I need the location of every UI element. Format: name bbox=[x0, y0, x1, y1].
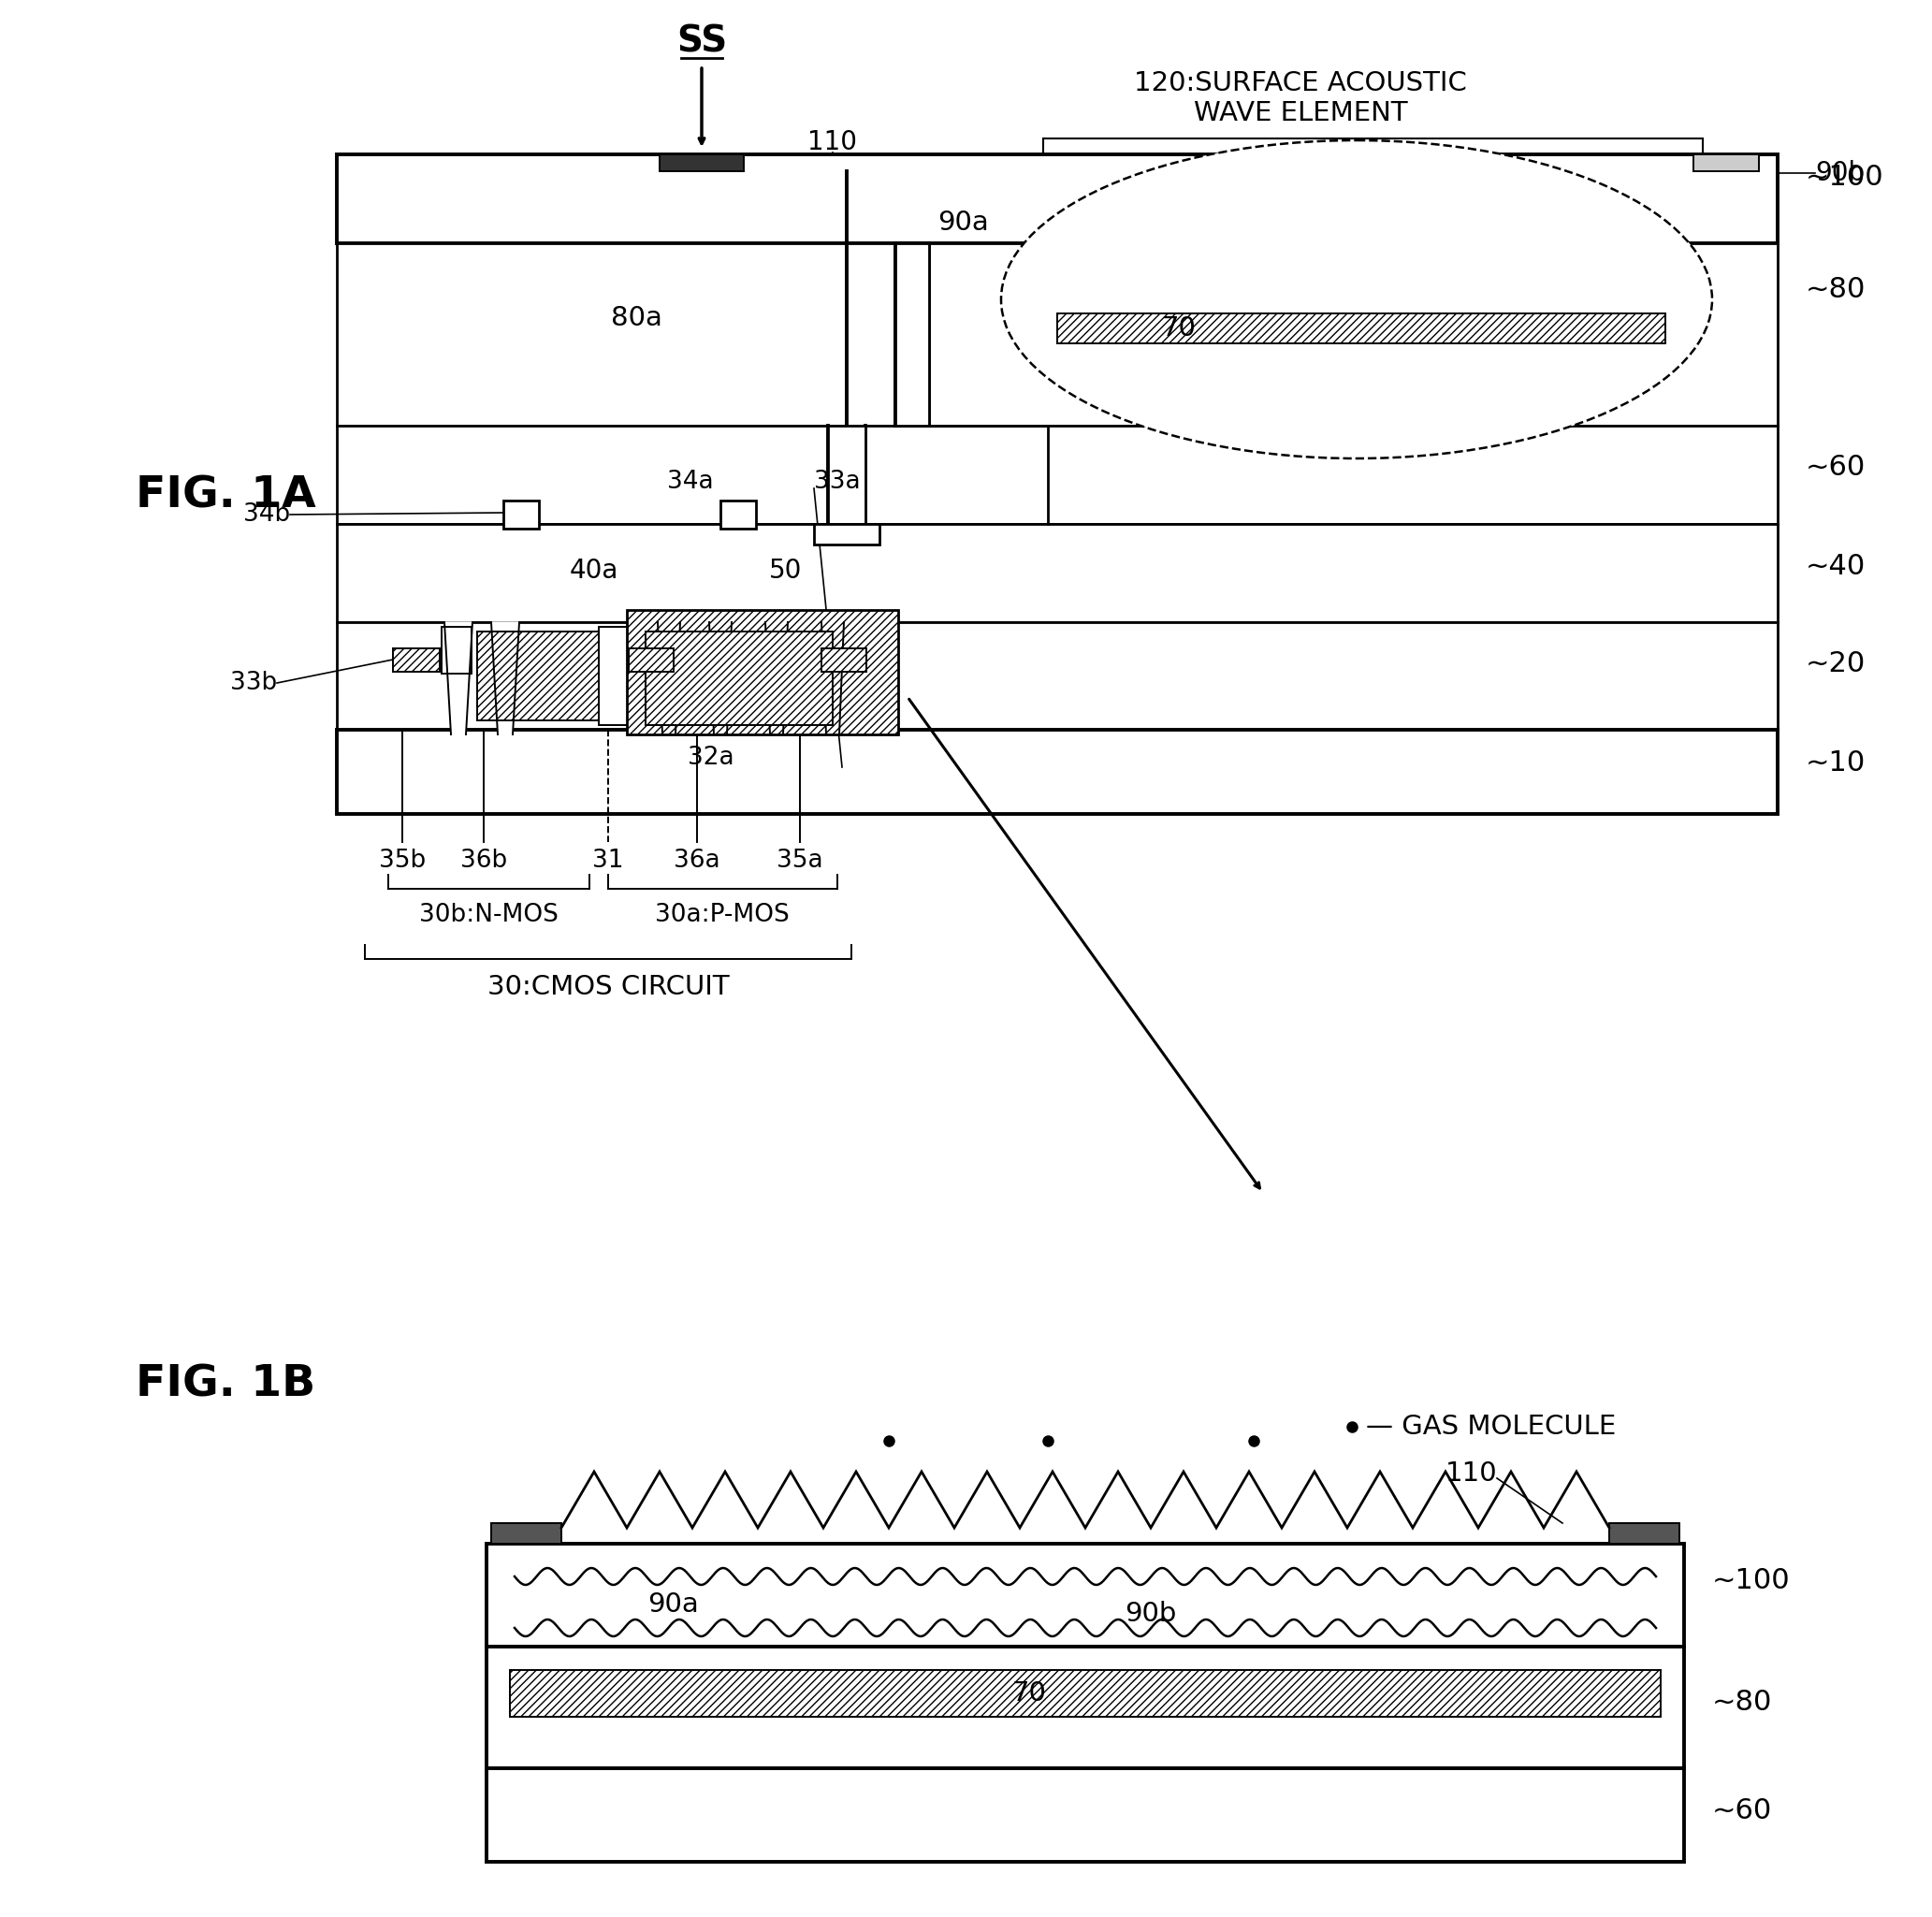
Text: 80a: 80a bbox=[611, 305, 663, 332]
Text: 110: 110 bbox=[1445, 1461, 1497, 1488]
Text: ~20: ~20 bbox=[1806, 650, 1866, 679]
Text: 70: 70 bbox=[1161, 314, 1196, 341]
Bar bbox=[829, 426, 866, 523]
Ellipse shape bbox=[1001, 140, 1712, 458]
Text: 70: 70 bbox=[1012, 1681, 1047, 1706]
Text: 90a: 90a bbox=[939, 209, 989, 236]
Bar bbox=[336, 623, 1777, 730]
Bar bbox=[645, 631, 833, 725]
Text: ~80: ~80 bbox=[1806, 276, 1866, 303]
Text: 30:CMOS CIRCUIT: 30:CMOS CIRCUIT bbox=[487, 974, 728, 1001]
Polygon shape bbox=[444, 623, 473, 734]
Polygon shape bbox=[491, 623, 520, 734]
Text: 34b: 34b bbox=[243, 502, 290, 527]
Bar bbox=[599, 627, 641, 725]
Bar bbox=[510, 1670, 1662, 1718]
Text: 34a: 34a bbox=[667, 470, 713, 495]
Polygon shape bbox=[765, 623, 788, 734]
Bar bbox=[721, 500, 755, 529]
Bar bbox=[1694, 155, 1758, 171]
Bar bbox=[487, 1767, 1685, 1861]
Text: 32a: 32a bbox=[688, 746, 734, 771]
Text: ~60: ~60 bbox=[1712, 1796, 1772, 1823]
Bar bbox=[1057, 312, 1665, 343]
Text: ~10: ~10 bbox=[1806, 750, 1866, 776]
Text: 35a: 35a bbox=[777, 849, 823, 872]
Text: 36b: 36b bbox=[460, 849, 508, 872]
Bar bbox=[442, 627, 471, 673]
Text: ~40: ~40 bbox=[1806, 552, 1866, 579]
Polygon shape bbox=[657, 623, 680, 734]
Bar bbox=[336, 243, 1777, 426]
Text: 30b:N-MOS: 30b:N-MOS bbox=[419, 903, 558, 928]
Text: — GAS MOLECULE: — GAS MOLECULE bbox=[1366, 1413, 1615, 1440]
Text: ~80: ~80 bbox=[1712, 1689, 1772, 1716]
Bar bbox=[813, 523, 879, 544]
Text: SS: SS bbox=[676, 25, 726, 59]
Text: 36a: 36a bbox=[674, 849, 721, 872]
Text: 90b: 90b bbox=[1814, 159, 1864, 186]
Bar bbox=[487, 1543, 1685, 1647]
Text: ~100: ~100 bbox=[1806, 165, 1884, 192]
Bar bbox=[336, 730, 1777, 815]
Bar bbox=[659, 155, 744, 171]
Polygon shape bbox=[821, 623, 844, 734]
Bar bbox=[336, 523, 1777, 623]
Bar bbox=[1609, 1524, 1679, 1543]
Text: 40a: 40a bbox=[570, 558, 618, 585]
Text: 30a:P-MOS: 30a:P-MOS bbox=[655, 903, 790, 928]
Text: 110: 110 bbox=[808, 128, 858, 155]
Bar bbox=[628, 648, 674, 671]
Bar bbox=[336, 426, 1777, 523]
Text: 35b: 35b bbox=[379, 849, 425, 872]
Bar bbox=[477, 631, 599, 721]
Bar bbox=[392, 648, 440, 671]
Bar bbox=[336, 155, 1777, 243]
Text: 90b: 90b bbox=[1124, 1601, 1177, 1628]
Bar bbox=[626, 610, 898, 734]
Text: 33b: 33b bbox=[230, 671, 276, 696]
Text: 120:SURFACE ACOUSTIC
WAVE ELEMENT: 120:SURFACE ACOUSTIC WAVE ELEMENT bbox=[1134, 71, 1466, 127]
Text: FIG. 1B: FIG. 1B bbox=[135, 1363, 315, 1405]
Text: ~60: ~60 bbox=[1806, 454, 1866, 481]
Text: 33a: 33a bbox=[813, 470, 860, 495]
Text: FIG. 1A: FIG. 1A bbox=[135, 475, 317, 518]
Bar bbox=[504, 500, 539, 529]
Bar bbox=[487, 1647, 1685, 1767]
Bar bbox=[895, 243, 929, 426]
Text: 31: 31 bbox=[593, 849, 624, 872]
Text: 50: 50 bbox=[769, 558, 802, 585]
Polygon shape bbox=[709, 623, 732, 734]
Bar bbox=[821, 648, 866, 671]
Bar bbox=[491, 1524, 562, 1543]
Text: ~100: ~100 bbox=[1712, 1568, 1791, 1595]
Text: 90a: 90a bbox=[647, 1591, 699, 1618]
